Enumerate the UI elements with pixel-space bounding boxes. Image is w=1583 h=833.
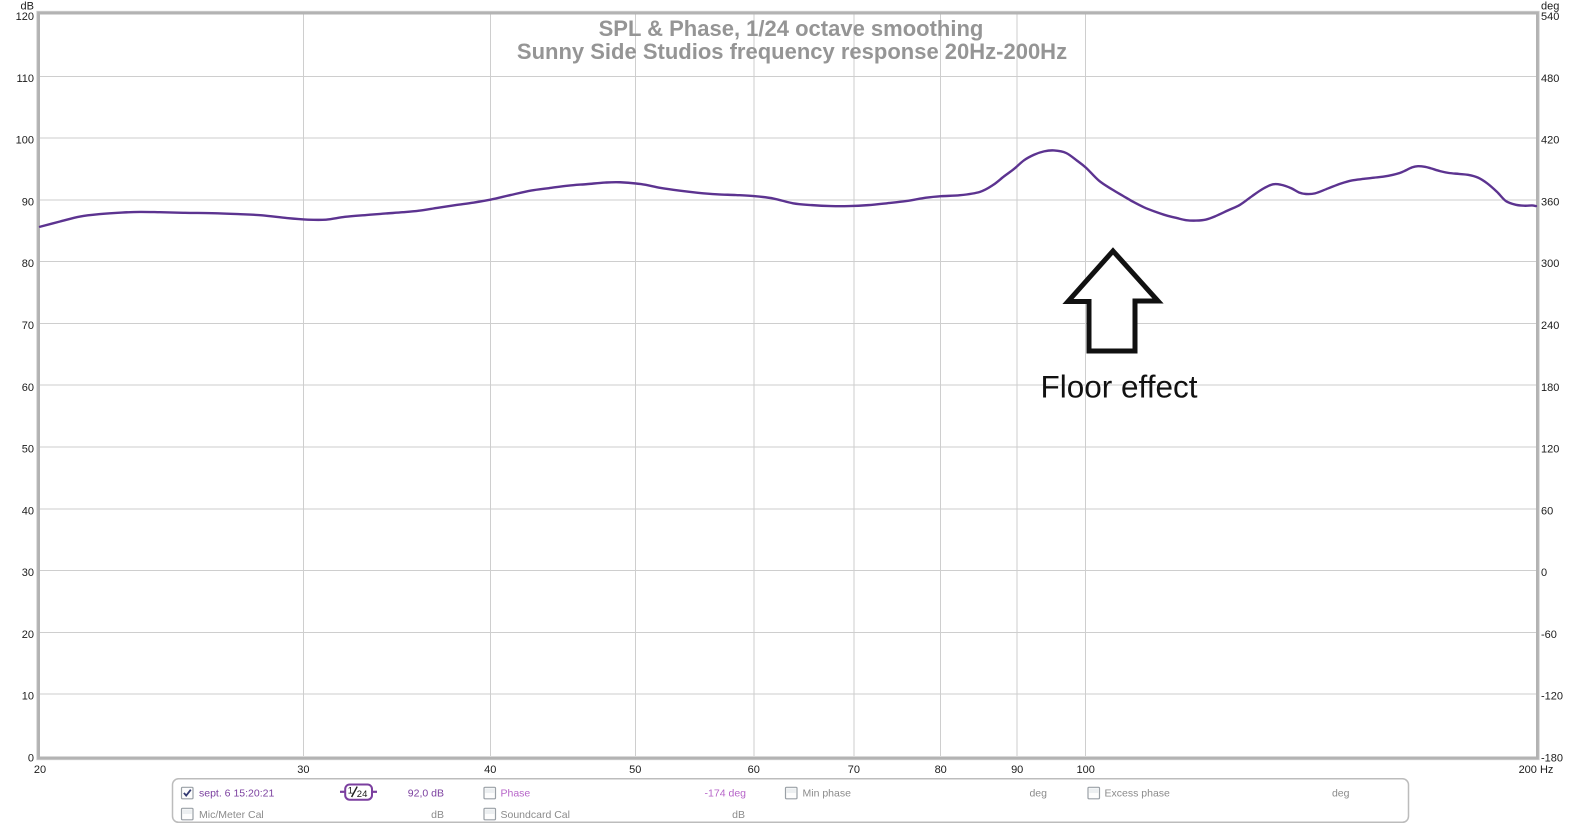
svg-text:0: 0 (1541, 567, 1547, 579)
svg-text:60: 60 (1541, 505, 1553, 517)
svg-text:deg: deg (1332, 788, 1350, 800)
svg-text:480: 480 (1541, 73, 1559, 85)
svg-text:1: 1 (348, 786, 353, 797)
svg-text:300: 300 (1541, 258, 1559, 270)
svg-text:110: 110 (16, 73, 34, 85)
svg-text:sept. 6 15:20:21: sept. 6 15:20:21 (199, 788, 274, 800)
svg-text:70: 70 (22, 320, 34, 332)
svg-text:30: 30 (297, 764, 309, 776)
svg-text:-180: -180 (1541, 753, 1563, 765)
svg-text:20: 20 (34, 764, 46, 776)
svg-text:90: 90 (22, 196, 34, 208)
svg-text:40: 40 (22, 505, 34, 517)
svg-text:Sunny Side Studios frequency r: Sunny Side Studios frequency response 20… (517, 39, 1067, 64)
svg-text:60: 60 (22, 382, 34, 394)
svg-text:Mic/Meter Cal: Mic/Meter Cal (199, 809, 264, 821)
svg-text:SPL & Phase, 1/24 octave smoot: SPL & Phase, 1/24 octave smoothing (599, 16, 984, 41)
svg-text:240: 240 (1541, 320, 1559, 332)
svg-text:20: 20 (22, 629, 34, 641)
svg-text:50: 50 (22, 444, 34, 456)
svg-text:120: 120 (1541, 444, 1559, 456)
svg-text:-120: -120 (1541, 691, 1563, 703)
svg-text:540: 540 (1541, 11, 1559, 23)
svg-text:Excess phase: Excess phase (1105, 788, 1171, 800)
svg-text:Phase: Phase (501, 788, 531, 800)
svg-text:40: 40 (484, 764, 496, 776)
svg-text:deg: deg (1541, 1, 1559, 13)
svg-text:420: 420 (1541, 135, 1559, 147)
svg-text:360: 360 (1541, 196, 1559, 208)
svg-text:dB: dB (732, 809, 745, 821)
svg-text:Soundcard Cal: Soundcard Cal (501, 809, 570, 821)
svg-text:dB: dB (21, 1, 34, 13)
svg-text:0: 0 (28, 753, 34, 765)
svg-text:80: 80 (935, 764, 947, 776)
svg-text:100: 100 (1077, 764, 1095, 776)
svg-text:30: 30 (22, 567, 34, 579)
svg-text:90: 90 (1011, 764, 1023, 776)
svg-text:50: 50 (629, 764, 641, 776)
svg-text:100: 100 (16, 135, 34, 147)
svg-text:92,0 dB: 92,0 dB (408, 788, 444, 800)
svg-text:120: 120 (16, 11, 34, 23)
svg-text:80: 80 (22, 258, 34, 270)
svg-text:24: 24 (357, 789, 368, 800)
svg-text:60: 60 (748, 764, 760, 776)
svg-text:180: 180 (1541, 382, 1559, 394)
svg-text:-174 deg: -174 deg (705, 788, 747, 800)
svg-text:Floor effect: Floor effect (1041, 368, 1198, 404)
svg-text:200 Hz: 200 Hz (1519, 764, 1554, 776)
svg-text:Min phase: Min phase (803, 788, 852, 800)
svg-text:dB: dB (431, 809, 444, 821)
svg-text:-60: -60 (1541, 629, 1557, 641)
svg-text:70: 70 (848, 764, 860, 776)
svg-text:10: 10 (22, 691, 34, 703)
svg-text:deg: deg (1029, 788, 1047, 800)
